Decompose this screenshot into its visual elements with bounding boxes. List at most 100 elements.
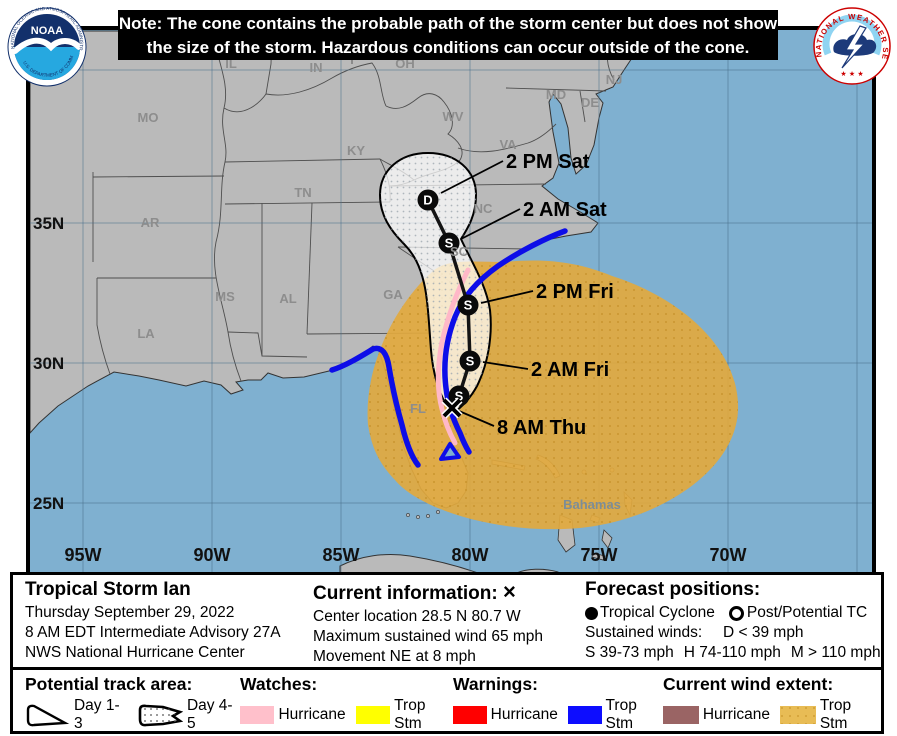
state-label: IL (225, 56, 237, 71)
extent-ts-label: Trop Stm (819, 697, 852, 732)
state-label: KY (347, 143, 365, 158)
track-area-title: Potential track area: (25, 674, 193, 694)
lon-label: 90W (193, 545, 230, 565)
extent-hurricane-label: Hurricane (702, 706, 771, 723)
point-symbol: S (464, 298, 473, 313)
state-label: SC (450, 244, 469, 259)
florida-keys (406, 510, 440, 519)
sustained-winds-label: Sustained winds: (585, 624, 703, 641)
legend-watches: Watches: Hurricane Trop Stm (240, 674, 453, 733)
day45-label: Day 4-5 (186, 697, 233, 732)
max-sustained-wind: Maximum sustained wind 65 mph (313, 628, 544, 645)
tropical-cyclone-label: Tropical Cyclone (600, 604, 715, 621)
state-label: MO (138, 110, 159, 125)
lon-label: 95W (64, 545, 101, 565)
ts-warning-swatch (567, 706, 602, 724)
watches-title: Watches: (240, 674, 318, 694)
forecast-cone (378, 151, 492, 416)
advisory-number: 8 AM EDT Intermediate Advisory 27A (25, 624, 281, 641)
watch-hurricane-label: Hurricane (278, 706, 346, 723)
lon-label: 85W (322, 545, 359, 565)
hurricane-extent-swatch (663, 706, 699, 724)
legend-row: Potential track area: Day 1-3 Day 4-5 Wa… (13, 667, 881, 733)
watch-ts-label: Trop Stm (394, 697, 426, 732)
cone-day45-icon (138, 704, 183, 727)
state-label: MS (215, 289, 235, 304)
cone-note-banner: Note: The cone contains the probable pat… (118, 10, 778, 60)
state-label: VA (499, 137, 517, 152)
state-label: AL (279, 291, 296, 306)
hurricane-watch-line (435, 267, 471, 446)
state-label: DE (581, 95, 599, 110)
tropical-cyclone-dot-icon (585, 606, 598, 620)
state-label: FL (410, 401, 426, 416)
wind-category-d: D < 39 mph (723, 624, 804, 641)
state-label: GA (383, 287, 403, 302)
state-label: NJ (606, 72, 623, 87)
cone-day13-icon (26, 704, 70, 727)
track-label: 2 PM Sat (506, 151, 590, 173)
advisory-date: Thursday September 29, 2022 (25, 604, 235, 621)
point-symbol: S (455, 389, 464, 404)
track-label: 2 PM Fri (536, 281, 614, 303)
nws-sky-arc-icon (822, 14, 882, 56)
wind-category-s: S 39-73 mph (585, 644, 674, 661)
state-label: AR (141, 215, 160, 230)
wind-extent-title: Current wind extent: (663, 674, 834, 694)
state-label: MD (546, 87, 566, 102)
current-info-title: Current information: × (313, 579, 585, 605)
lat-label: 25N (33, 494, 64, 513)
lat-label: 30N (33, 354, 64, 373)
wind-category-h: H 74-110 mph (683, 644, 781, 661)
current-information: Current information: × Center location 2… (313, 579, 585, 667)
forecast-positions: Forecast positions: Tropical Cyclone Pos… (585, 579, 881, 667)
ts-warning-line-east (442, 228, 568, 455)
center-location: Center location 28.5 N 80.7 W (313, 608, 521, 625)
note-line-1: Note: The cone contains the probable pat… (118, 14, 778, 33)
point-symbol: D (423, 193, 432, 208)
forecast-positions-title: Forecast positions: (585, 579, 761, 600)
noaa-logo: NOAA NATIONAL OCEANIC AND ATMOSPHERIC AD… (7, 7, 87, 87)
movement: Movement NE at 8 mph (313, 648, 476, 665)
cuba-east (518, 568, 559, 572)
noaa-seagull-icon (12, 37, 82, 54)
day13-label: Day 1-3 (73, 697, 120, 732)
hurricane-warning-swatch (453, 706, 487, 724)
legend-warnings: Warnings: Hurricane Trop Stm (453, 674, 663, 733)
warning-ts-label: Trop Stm (605, 697, 637, 732)
lat-label: 35N (33, 214, 64, 233)
wind-category-m: M > 110 mph (790, 644, 881, 661)
storm-summary: Tropical Storm Ian Thursday September 29… (25, 579, 313, 667)
advisory-info-panel: Tropical Storm Ian Thursday September 29… (10, 572, 884, 734)
state-label: TN (294, 185, 311, 200)
nws-lightning-icon (841, 25, 867, 69)
issuing-office: NWS National Hurricane Center (25, 644, 245, 661)
warnings-title: Warnings: (453, 674, 538, 694)
state-label: NC (474, 201, 493, 216)
hurricane-watch-swatch (240, 706, 275, 724)
legend-wind-extent: Current wind extent: Hurricane Trop Stm (663, 674, 881, 733)
forecast-points: S S S S D (417, 189, 481, 407)
noaa-wordmark: NOAA (31, 25, 63, 37)
state-label: IN (310, 60, 323, 75)
track-label: 8 AM Thu (497, 417, 586, 439)
post-potential-label: Post/Potential TC (746, 604, 868, 621)
state-label: LA (137, 326, 155, 341)
point-symbol: S (466, 354, 475, 369)
post-potential-ring-icon (728, 605, 744, 621)
place-label-bahamas: Bahamas (563, 497, 621, 512)
ts-extent-swatch (780, 706, 816, 724)
lake-okeechobee (439, 442, 461, 461)
current-info-title-text: Current information: (313, 583, 498, 604)
lon-label: 80W (451, 545, 488, 565)
callout-lines (440, 160, 534, 427)
current-position-marker (441, 397, 463, 419)
x-marker-glyph: × (503, 579, 516, 604)
point-symbol: S (445, 236, 454, 251)
info-row: Tropical Storm Ian Thursday September 29… (13, 575, 881, 667)
lon-label: 70W (709, 545, 746, 565)
state-label: WV (443, 109, 464, 124)
nws-stars: ★ ★ ★ (840, 70, 863, 78)
